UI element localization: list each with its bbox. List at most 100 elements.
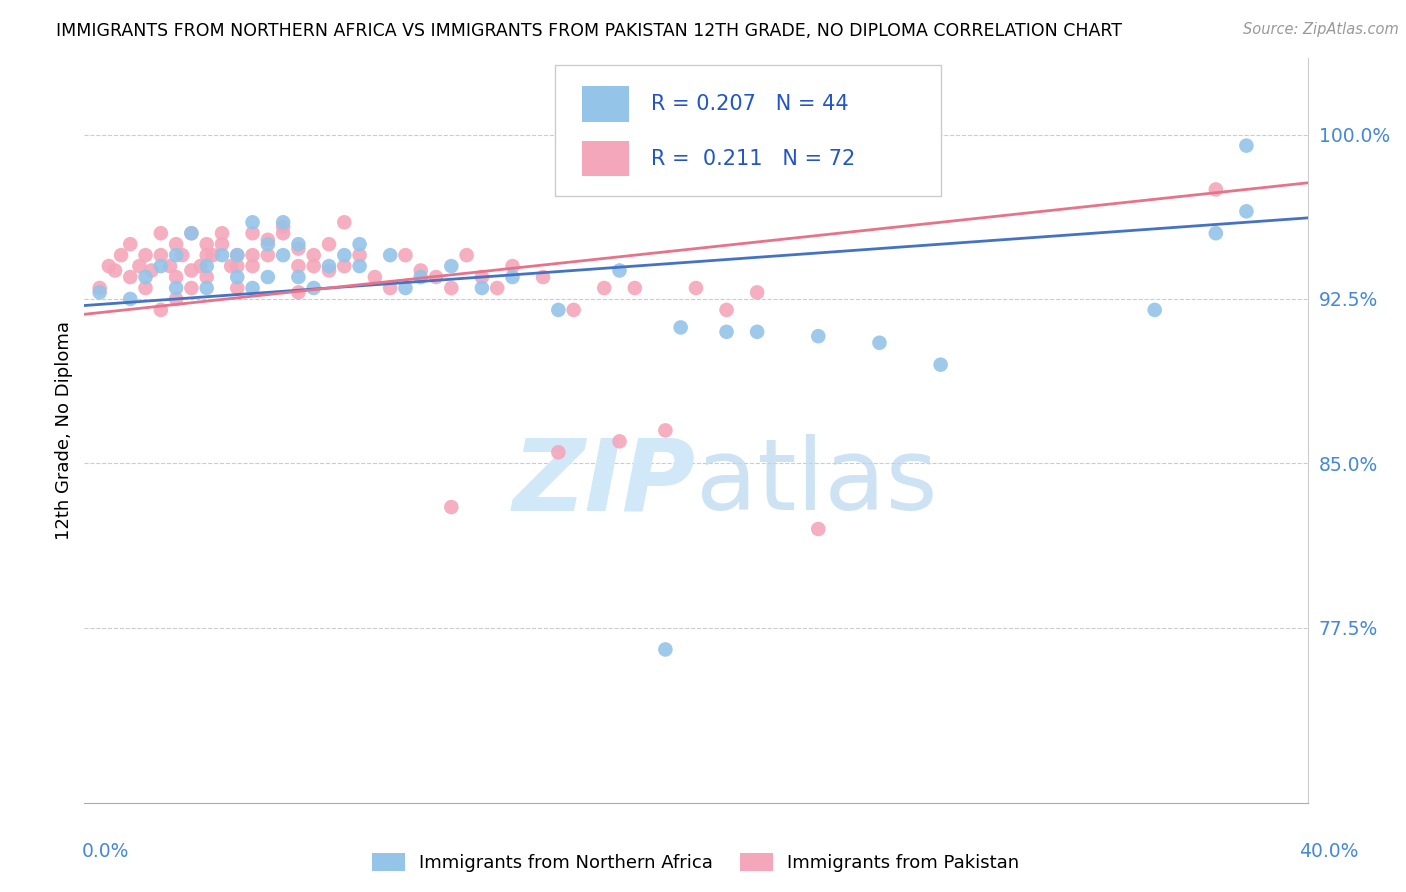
Point (624, 281, 647, 295)
Point (226, 270, 249, 285)
Legend: Immigrants from Northern Africa, Immigrants from Pakistan: Immigrants from Northern Africa, Immigra… (366, 846, 1026, 880)
Point (287, 259, 309, 273)
Point (149, 302, 172, 317)
Point (135, 270, 157, 285)
Text: Source: ZipAtlas.com: Source: ZipAtlas.com (1243, 22, 1399, 37)
Point (333, 259, 356, 273)
Point (318, 263, 340, 277)
Point (165, 292, 187, 306)
Point (104, 263, 127, 277)
Point (562, 302, 585, 317)
Point (159, 259, 181, 273)
Point (135, 281, 157, 295)
Point (409, 270, 432, 285)
Point (89, 281, 111, 295)
FancyBboxPatch shape (582, 87, 628, 122)
Point (242, 259, 264, 273)
Point (190, 259, 212, 273)
Point (807, 329, 830, 343)
Point (257, 233, 280, 247)
Point (349, 259, 371, 273)
Point (180, 226, 202, 240)
Point (716, 302, 738, 317)
Point (929, 358, 952, 372)
Point (149, 226, 172, 240)
Point (201, 248, 224, 262)
Text: IMMIGRANTS FROM NORTHERN AFRICA VS IMMIGRANTS FROM PAKISTAN 12TH GRADE, NO DIPLO: IMMIGRANTS FROM NORTHERN AFRICA VS IMMIG… (56, 22, 1122, 40)
Point (669, 320, 692, 334)
Text: ZIP: ZIP (513, 434, 696, 531)
Point (89, 285, 111, 300)
Point (471, 270, 494, 285)
Point (165, 237, 187, 252)
Point (287, 242, 309, 256)
Point (333, 215, 356, 229)
Point (242, 248, 264, 262)
Point (195, 281, 218, 295)
Point (440, 500, 463, 514)
Point (219, 259, 242, 273)
Point (502, 270, 524, 285)
Point (716, 325, 738, 339)
Point (287, 237, 309, 252)
Point (226, 248, 249, 262)
Point (242, 281, 264, 295)
Point (165, 270, 187, 285)
Point (302, 248, 325, 262)
Point (807, 522, 830, 536)
FancyBboxPatch shape (582, 141, 628, 177)
Point (425, 270, 447, 285)
Point (302, 259, 325, 273)
Point (440, 259, 463, 273)
Point (97, 259, 120, 273)
Point (471, 281, 494, 295)
Point (486, 281, 509, 295)
Point (226, 281, 249, 295)
Point (685, 281, 707, 295)
Y-axis label: 12th Grade, No Diploma: 12th Grade, No Diploma (55, 321, 73, 540)
Point (394, 281, 416, 295)
Point (211, 248, 233, 262)
Text: 40.0%: 40.0% (1299, 842, 1358, 862)
Point (226, 248, 249, 262)
Point (257, 248, 280, 262)
Point (654, 423, 676, 437)
Point (333, 248, 356, 262)
Point (609, 434, 631, 449)
Text: R = 0.207   N = 44: R = 0.207 N = 44 (651, 95, 848, 114)
Point (364, 270, 387, 285)
Point (349, 237, 371, 252)
Point (149, 259, 172, 273)
Point (135, 248, 157, 262)
Point (195, 270, 218, 285)
Point (180, 226, 202, 240)
Point (547, 302, 569, 317)
Point (180, 281, 202, 295)
Point (869, 335, 891, 350)
Point (747, 285, 769, 300)
Point (1205, 182, 1227, 196)
Point (380, 248, 402, 262)
Point (257, 237, 280, 252)
Point (531, 270, 554, 285)
Point (149, 248, 172, 262)
Point (110, 248, 132, 262)
Point (195, 259, 218, 273)
Point (440, 281, 463, 295)
Point (128, 259, 150, 273)
Text: atlas: atlas (696, 434, 938, 531)
Point (271, 226, 294, 240)
Point (165, 248, 187, 262)
Point (211, 226, 233, 240)
Point (349, 248, 371, 262)
Point (1205, 226, 1227, 240)
Point (120, 270, 142, 285)
Point (165, 281, 187, 295)
Point (456, 248, 478, 262)
Point (409, 263, 432, 277)
Point (609, 263, 631, 277)
Point (180, 263, 202, 277)
Point (120, 237, 142, 252)
Point (271, 219, 294, 234)
Point (502, 259, 524, 273)
